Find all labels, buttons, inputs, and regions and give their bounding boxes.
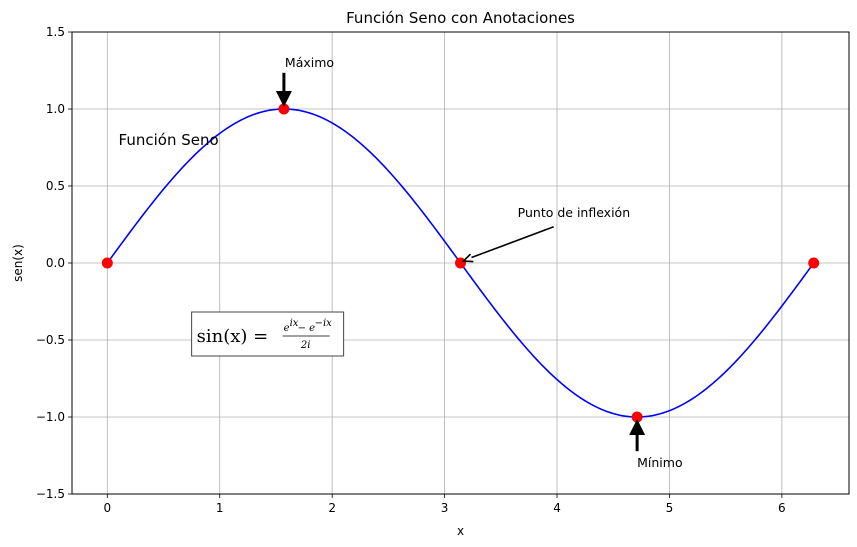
formula-numerator-e1: e xyxy=(284,323,290,334)
y-tick-label: 1.5 xyxy=(46,25,65,39)
x-tick-label: 0 xyxy=(103,501,111,515)
x-tick-label: 1 xyxy=(216,501,224,515)
annotation-function-label: Función Seno xyxy=(119,131,219,149)
formula-numerator-e2: − e xyxy=(298,323,316,334)
formula-numerator-exp1: ix xyxy=(290,318,299,329)
annotation-max-label: Máximo xyxy=(285,55,334,70)
x-axis-label: x xyxy=(457,524,464,538)
x-tick-label: 6 xyxy=(778,501,786,515)
x-tick-label: 4 xyxy=(553,501,561,515)
y-tick-label: −1.5 xyxy=(36,487,65,501)
formula-numerator-exp2: −ix xyxy=(315,318,333,329)
points-layer xyxy=(101,103,820,423)
annotation-inflexion-arrow-shaft xyxy=(471,226,554,259)
data-point xyxy=(101,257,113,269)
annotation-min-label: Mínimo xyxy=(637,455,682,470)
annotations-layer: Máximo Mínimo Punto de inflexión Función Se… xyxy=(119,55,683,470)
y-axis-label: sen(x) xyxy=(11,244,25,282)
annotation-inflexion-arrow-head xyxy=(461,253,474,263)
formula-lhs: sin(x) = xyxy=(197,326,269,347)
y-ticks: −1.5 −1.0 −0.5 0.0 0.5 1.0 1.5 xyxy=(36,25,72,501)
y-tick-label: −1.0 xyxy=(36,410,65,424)
data-point xyxy=(808,257,820,269)
data-point xyxy=(278,103,290,115)
x-tick-label: 2 xyxy=(328,501,336,515)
chart-title: Función Seno con Anotaciones xyxy=(346,9,575,27)
x-tick-label: 3 xyxy=(441,501,449,515)
y-tick-label: 0.5 xyxy=(46,179,65,193)
data-point xyxy=(631,411,643,423)
formula-denominator: 2i xyxy=(300,340,311,351)
y-tick-label: 1.0 xyxy=(46,102,65,116)
annotation-min-arrow-head xyxy=(629,419,646,435)
annotation-inflexion-label: Punto de inflexión xyxy=(518,205,630,220)
y-tick-label: −0.5 xyxy=(36,333,65,347)
annotation-max-arrow-head xyxy=(275,91,292,107)
x-tick-label: 5 xyxy=(666,501,674,515)
y-tick-label: 0.0 xyxy=(46,256,65,270)
formula-box xyxy=(191,311,345,357)
x-ticks: 0 1 2 3 4 5 6 xyxy=(103,494,786,515)
